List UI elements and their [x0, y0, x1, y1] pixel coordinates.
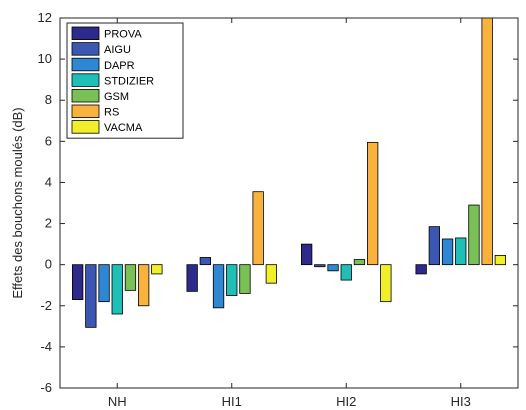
bars-layer: [72, 17, 507, 328]
y-tick-label: -4: [40, 339, 52, 354]
bar-dapr-nh: [98, 264, 110, 303]
bar-stdizier-hi2: [340, 264, 352, 281]
legend-swatch-rs: [71, 104, 100, 119]
legend-label-prova: PROVA: [104, 29, 142, 41]
y-tick-label: 0: [45, 257, 52, 272]
legend-label-gsm: GSM: [104, 91, 129, 103]
bar-vacma-hi2: [380, 264, 392, 303]
bar-gsm-hi2: [353, 259, 366, 266]
legend-swatch-aigu: [71, 42, 100, 56]
y-axis: -6 -4 -2 0 2 4 6 8 10 12: [38, 10, 518, 395]
bar-rs-hi1: [252, 191, 264, 266]
y-tick-label: 12: [38, 10, 52, 25]
bar-prova-hi3: [415, 264, 427, 275]
y-tick-label: 8: [45, 92, 52, 107]
bar-vacma-hi1: [265, 264, 278, 284]
bar-rs-hi2: [366, 141, 379, 266]
y-tick-label: 4: [45, 174, 52, 189]
y-tick-label: -6: [40, 380, 52, 395]
y-tick-label: 2: [45, 216, 52, 231]
legend-swatch-gsm: [71, 89, 100, 103]
bar-dapr-hi3: [441, 238, 454, 266]
bar-dapr-hi1: [212, 264, 225, 309]
legend-label-dapr: DAPR: [104, 60, 135, 72]
bar-aigu-hi2: [314, 264, 326, 268]
y-axis-title: Effets des bouchons moulés (dB): [10, 107, 25, 298]
legend-label-stdizier: STDIZIER: [104, 75, 154, 87]
legend-label-vacma: VACMA: [104, 122, 143, 134]
legend: PROVA AIGU DAPR STDIZIER GSM RS VACMA: [66, 22, 184, 139]
legend-label-rs: RS: [104, 107, 119, 119]
x-tick-label: HI3: [451, 394, 471, 409]
bar-prova-hi2: [300, 243, 313, 266]
bar-stdizier-nh: [111, 264, 123, 315]
legend-swatch-stdizier: [71, 73, 100, 87]
bar-prova-hi1: [186, 264, 198, 292]
bar-dapr-hi2: [327, 264, 339, 272]
bar-rs-nh: [137, 264, 150, 307]
bar-rs-hi3: [481, 17, 493, 266]
y-tick-label: 10: [38, 51, 52, 66]
bar-vacma-hi3: [494, 255, 507, 266]
bar-gsm-hi3: [468, 204, 480, 266]
plot-area-frame: [59, 17, 519, 389]
y-tick-label: -2: [40, 298, 52, 313]
legend-swatch-vacma: [71, 120, 100, 134]
bar-prova-nh: [72, 264, 84, 301]
legend-label-aigu: AIGU: [104, 44, 131, 56]
bar-aigu-hi3: [428, 226, 441, 266]
y-tick-label: 6: [45, 133, 52, 148]
bar-vacma-nh: [151, 264, 163, 275]
legend-swatch-prova: [71, 26, 100, 41]
bar-stdizier-hi1: [226, 264, 238, 296]
legend-swatch-dapr: [71, 57, 100, 72]
x-axis: NH HI1 HI2 HI3: [108, 18, 471, 409]
bar-stdizier-hi3: [455, 237, 467, 266]
x-tick-label: NH: [108, 394, 127, 409]
bar-gsm-hi1: [239, 264, 251, 294]
bar-aigu-hi1: [199, 257, 212, 266]
bar-aigu-nh: [85, 264, 97, 328]
x-tick-label: HI2: [336, 394, 356, 409]
x-tick-label: HI1: [222, 394, 242, 409]
bar-gsm-nh: [124, 264, 137, 291]
